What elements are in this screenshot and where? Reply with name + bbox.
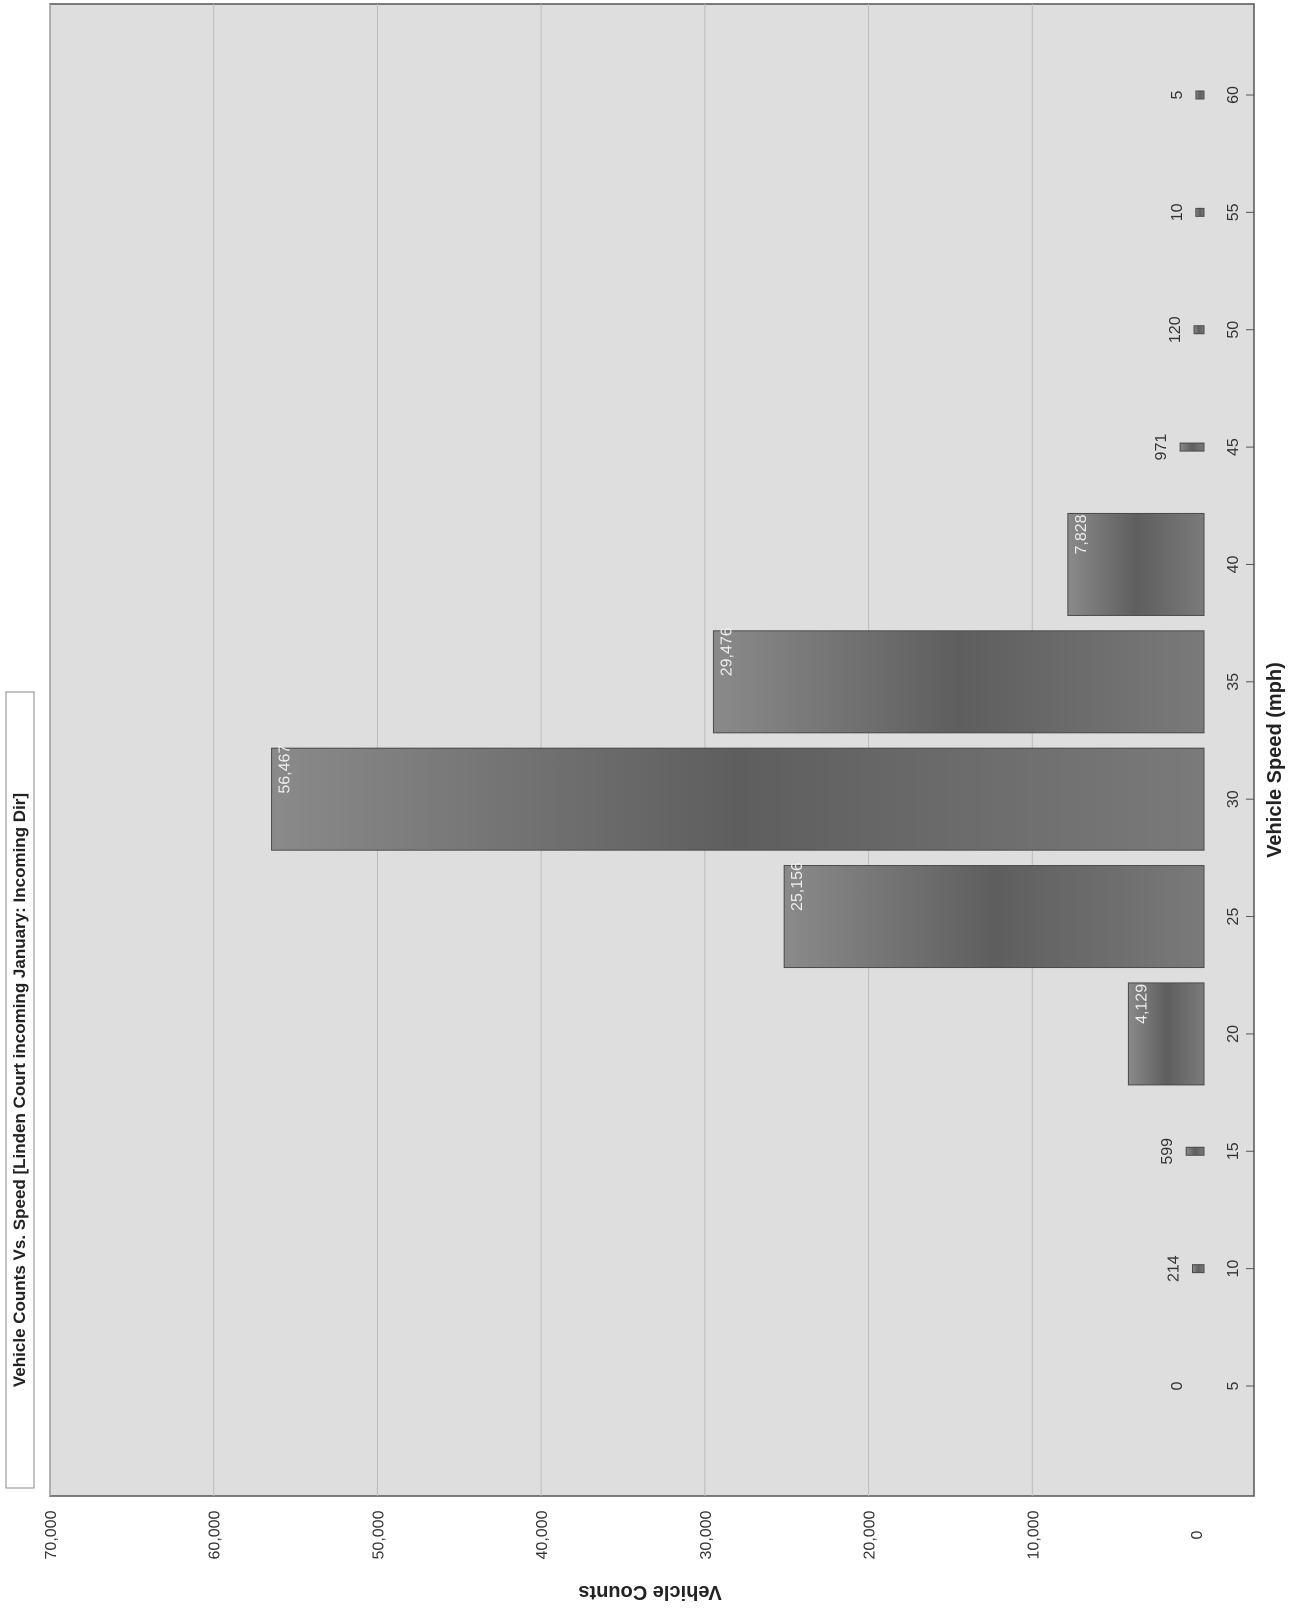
bar-value-label: 214 <box>1165 1255 1182 1282</box>
chart-title: Vehicle Counts Vs. Speed [Linden Court i… <box>10 793 29 1387</box>
bar-value-label: 25,156 <box>789 862 806 911</box>
category-tick-label: 55 <box>1225 203 1242 221</box>
x-axis-title: Vehicle Speed (mph) <box>1264 662 1286 858</box>
bar <box>712 630 1205 734</box>
category-tick-label: 5 <box>1225 1381 1242 1390</box>
bar <box>1067 512 1205 616</box>
bar-value-label: 4,129 <box>1133 984 1150 1024</box>
bar <box>1195 90 1205 100</box>
category-tick-label: 40 <box>1225 555 1242 573</box>
bar-value-label: 0 <box>1169 1381 1186 1390</box>
value-tick-label: 20,000 <box>862 1510 879 1559</box>
category-tick-label: 15 <box>1225 1142 1242 1160</box>
bar-value-label: 599 <box>1159 1138 1176 1165</box>
bar-value-label: 120 <box>1167 316 1184 343</box>
bar-value-label: 29,476 <box>718 627 735 676</box>
category-tick-label: 25 <box>1225 908 1242 926</box>
value-tick-label: 10,000 <box>1025 1510 1042 1559</box>
data-labels: 0 214 599 4,129 25,156 56,467 29,476 7,828 971 12… <box>277 90 1186 1390</box>
value-tick-label: 70,000 <box>43 1510 60 1559</box>
value-tick-label: 50,000 <box>370 1510 387 1559</box>
bar-value-label: 971 <box>1153 434 1170 461</box>
category-tick-label: 35 <box>1225 673 1242 691</box>
bar <box>1185 1146 1205 1156</box>
category-tick-label: 45 <box>1225 438 1242 456</box>
category-tick-label: 30 <box>1225 790 1242 808</box>
bar <box>1191 1264 1205 1274</box>
bar <box>1179 442 1205 452</box>
chart-title-box <box>5 691 35 1489</box>
category-tick-label: 10 <box>1225 1260 1242 1278</box>
value-tick-label: 60,000 <box>207 1510 224 1559</box>
bars <box>271 90 1205 1274</box>
axis-ticks: 0 10,000 20,000 30,000 40,000 50,000 60,000 70,… <box>43 86 1254 1559</box>
y-axis-title: Vehicle Counts <box>578 1581 721 1603</box>
bar <box>1127 982 1205 1086</box>
category-tick-label: 50 <box>1225 321 1242 339</box>
bar <box>271 747 1205 851</box>
bar-value-label: 10 <box>1169 203 1186 221</box>
value-tick-label: 40,000 <box>534 1510 551 1559</box>
bar-value-label: 5 <box>1169 90 1186 99</box>
value-tick-label: 30,000 <box>698 1510 715 1559</box>
bar-value-label: 7,828 <box>1073 514 1090 554</box>
bar <box>1193 325 1205 335</box>
bar-value-label: 56,467 <box>277 745 294 794</box>
category-tick-label: 60 <box>1225 86 1242 104</box>
bar <box>783 865 1205 969</box>
category-tick-label: 20 <box>1225 1025 1242 1043</box>
bar <box>1195 207 1205 217</box>
value-tick-label: 0 <box>1189 1530 1206 1539</box>
